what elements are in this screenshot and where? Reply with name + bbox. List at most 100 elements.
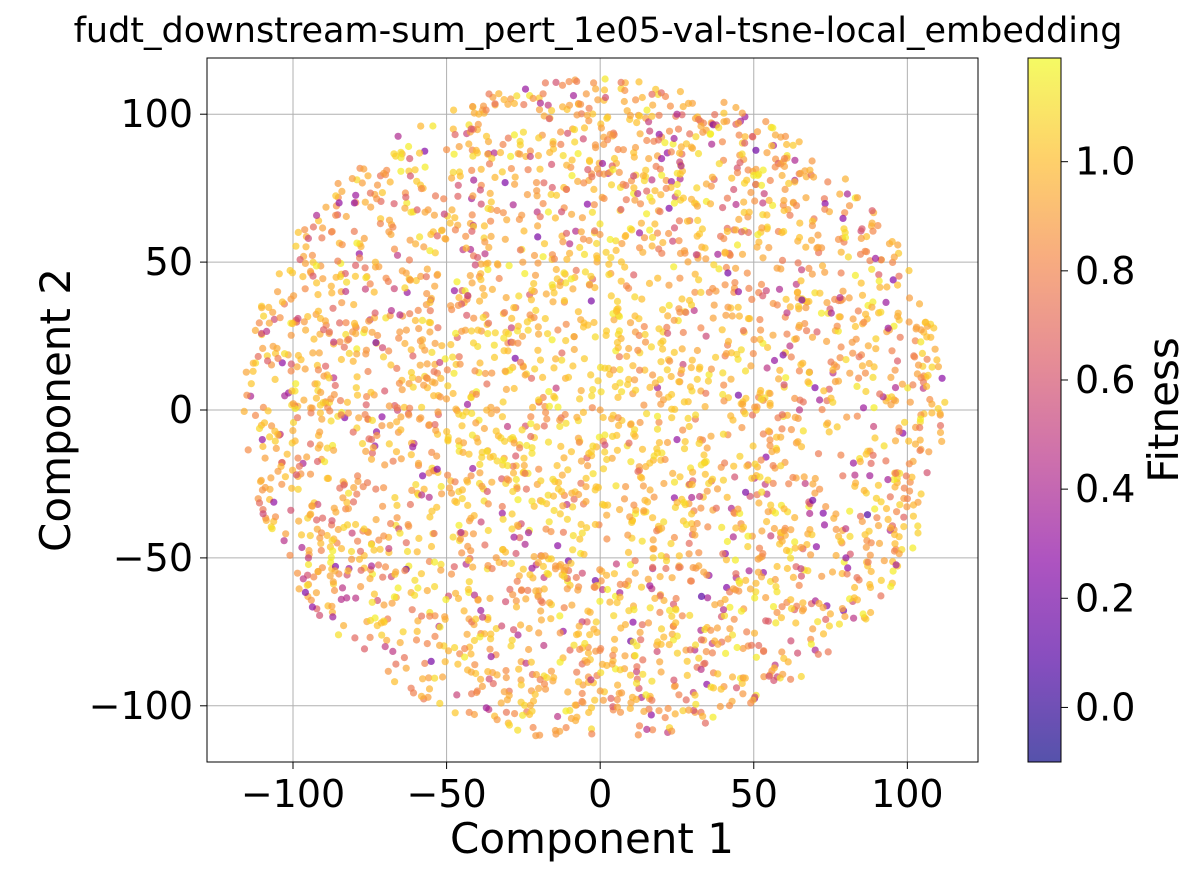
scatter-point — [560, 454, 568, 462]
scatter-point — [631, 196, 639, 204]
scatter-point — [640, 707, 648, 716]
scatter-point — [814, 650, 822, 658]
scatter-point — [923, 382, 931, 390]
colorbar-tick-label: 0.2 — [1075, 576, 1135, 620]
scatter-point — [693, 232, 701, 240]
scatter-point — [578, 689, 586, 698]
scatter-point — [736, 452, 744, 460]
scatter-point — [342, 319, 350, 327]
scatter-point — [449, 389, 457, 398]
scatter-point — [552, 265, 560, 274]
scatter-point — [762, 617, 770, 625]
scatter-point — [449, 168, 457, 176]
scatter-point — [446, 219, 454, 227]
scatter-point — [818, 406, 826, 414]
scatter-point — [653, 412, 662, 420]
scatter-point — [667, 540, 675, 548]
scatter-point — [730, 615, 738, 623]
scatter-point — [368, 416, 376, 424]
scatter-point — [631, 143, 640, 152]
scatter-point — [259, 344, 267, 352]
scatter-point — [657, 400, 665, 408]
scatter-point — [501, 367, 509, 375]
scatter-point — [390, 593, 398, 601]
scatter-point — [923, 469, 931, 477]
scatter-point — [931, 345, 939, 353]
scatter-point — [337, 595, 345, 604]
scatter-point — [521, 701, 529, 709]
scatter-point — [418, 403, 426, 411]
scatter-point — [587, 272, 595, 280]
scatter-point — [801, 479, 809, 488]
scatter-point — [420, 243, 428, 251]
scatter-point — [648, 90, 656, 98]
scatter-point — [653, 647, 661, 656]
scatter-point — [344, 409, 352, 417]
scatter-point — [353, 373, 361, 381]
scatter-point — [580, 550, 588, 558]
scatter-point — [504, 330, 513, 338]
scatter-point — [651, 379, 659, 387]
scatter-point — [491, 173, 499, 181]
scatter-point — [874, 522, 883, 530]
scatter-point — [613, 307, 621, 315]
scatter-point — [655, 707, 663, 715]
scatter-point — [649, 554, 657, 562]
scatter-point — [760, 190, 768, 198]
scatter-point — [268, 422, 276, 430]
scatter-point — [340, 481, 348, 489]
scatter-point — [479, 313, 487, 322]
scatter-point — [850, 594, 858, 602]
scatter-point — [587, 371, 595, 379]
scatter-point — [337, 355, 345, 364]
scatter-point — [647, 343, 656, 351]
scatter-point — [559, 238, 567, 246]
scatter-point — [352, 191, 360, 199]
scatter-point — [375, 536, 383, 544]
scatter-point — [638, 295, 646, 303]
scatter-point — [550, 364, 558, 372]
scatter-point — [853, 194, 862, 202]
scatter-point — [780, 196, 788, 205]
scatter-point — [591, 696, 599, 704]
scatter-point — [425, 469, 433, 477]
scatter-point — [572, 266, 580, 274]
scatter-point — [875, 277, 883, 285]
scatter-point — [829, 366, 837, 374]
scatter-point — [728, 174, 736, 182]
scatter-point — [292, 471, 300, 479]
scatter-point — [501, 437, 509, 445]
scatter-point — [413, 548, 421, 556]
scatter-point — [541, 685, 550, 693]
scatter-point — [441, 355, 449, 363]
scatter-point — [498, 475, 506, 483]
scatter-point — [819, 630, 828, 638]
scatter-point — [370, 546, 378, 554]
scatter-point — [387, 520, 395, 528]
scatter-point — [888, 238, 896, 246]
scatter-point — [537, 552, 546, 561]
scatter-point — [449, 533, 457, 541]
scatter-point — [725, 702, 734, 710]
scatter-point — [336, 338, 344, 346]
scatter-point — [767, 501, 775, 509]
scatter-point — [508, 510, 516, 518]
scatter-point — [780, 206, 788, 215]
scatter-point — [531, 690, 539, 699]
scatter-point — [281, 350, 289, 358]
scatter-point — [831, 378, 840, 386]
scatter-point — [343, 398, 351, 406]
scatter-point — [713, 624, 722, 632]
scatter-point — [723, 537, 732, 546]
scatter-point — [507, 642, 515, 650]
scatter-point — [526, 147, 535, 155]
scatter-point — [694, 150, 703, 158]
scatter-point — [349, 498, 358, 506]
scatter-point — [487, 403, 495, 411]
scatter-point — [795, 406, 804, 414]
scatter-point — [732, 524, 740, 532]
scatter-point — [340, 622, 348, 630]
scatter-point — [884, 515, 892, 524]
scatter-point — [352, 384, 360, 392]
scatter-point — [453, 498, 461, 506]
